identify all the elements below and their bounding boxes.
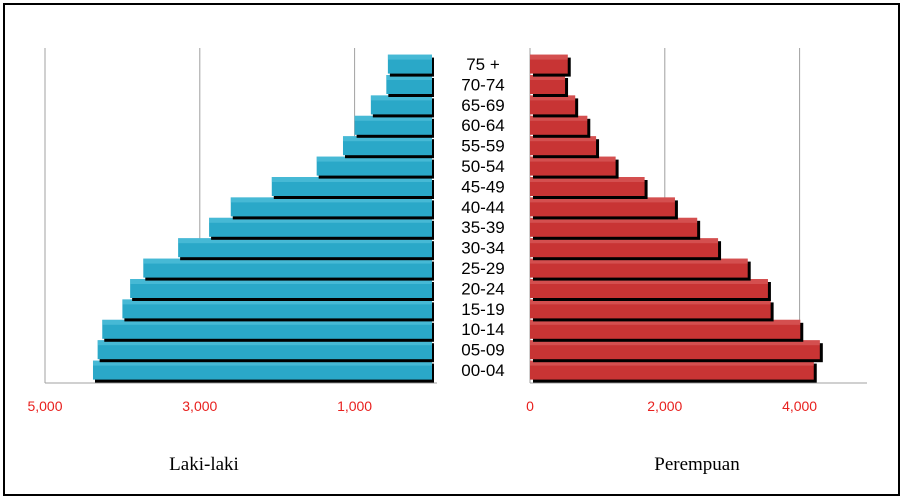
- male-bar-highlight: [102, 319, 432, 325]
- female-bar-highlight: [530, 54, 568, 60]
- age-group-label: 25-29: [461, 259, 504, 278]
- male-bar-highlight: [342, 136, 432, 142]
- age-group-label: 10-14: [461, 320, 504, 339]
- female-bar-highlight: [530, 75, 566, 80]
- left-panel-title: Laki-laki: [169, 454, 239, 475]
- male-bar-highlight: [370, 95, 432, 101]
- age-group-label: 35-39: [461, 218, 504, 237]
- right-bars: [530, 54, 823, 383]
- female-bar-highlight: [530, 319, 801, 325]
- left-tick-label: 3,000: [182, 398, 217, 414]
- age-group-label: 70-74: [461, 75, 504, 94]
- female-bar-highlight: [530, 95, 576, 101]
- age-group-label: 45-49: [461, 177, 504, 196]
- male-bar-highlight: [143, 258, 432, 264]
- male-bar-highlight: [387, 54, 432, 60]
- chart-frame: [3, 3, 900, 496]
- female-bar-highlight: [530, 340, 820, 346]
- male-bar-highlight: [209, 217, 432, 223]
- right-tick-label: 2,000: [647, 398, 682, 414]
- female-bar-highlight: [530, 299, 771, 305]
- left-tick-label: 5,000: [27, 398, 62, 414]
- male-bar-highlight: [354, 115, 432, 121]
- age-group-label: 75 +: [466, 55, 500, 74]
- male-bar-highlight: [130, 279, 432, 284]
- right-tick-labels: 0 2,000 4,000: [526, 398, 817, 414]
- male-bar-highlight: [92, 360, 432, 366]
- age-group-label: 30-34: [461, 239, 504, 258]
- female-bar-highlight: [530, 197, 675, 203]
- male-bar-highlight: [316, 156, 432, 162]
- female-bar-highlight: [530, 258, 748, 264]
- left-bars: [92, 54, 435, 383]
- female-bar-highlight: [530, 360, 814, 366]
- female-bar-highlight: [530, 177, 645, 182]
- male-bar-highlight: [122, 299, 433, 305]
- female-bar-highlight: [530, 136, 597, 142]
- age-group-label: 60-64: [461, 116, 504, 135]
- left-tick-label: 1,000: [337, 398, 372, 414]
- age-group-label: 40-44: [461, 198, 504, 217]
- age-group-label: 00-04: [461, 361, 504, 380]
- male-bar-highlight: [271, 177, 432, 182]
- age-group-label: 20-24: [461, 279, 504, 298]
- age-group-label: 65-69: [461, 96, 504, 115]
- female-bar-highlight: [530, 279, 768, 284]
- female-bar-highlight: [530, 115, 588, 121]
- male-bar-highlight: [386, 75, 432, 80]
- age-group-label: 05-09: [461, 341, 504, 360]
- age-group-label: 55-59: [461, 137, 504, 156]
- age-group-label: 50-54: [461, 157, 504, 176]
- male-bar-highlight: [178, 238, 432, 244]
- female-bar-highlight: [530, 156, 616, 162]
- male-bar-highlight: [230, 197, 432, 203]
- male-bar-highlight: [97, 340, 432, 346]
- female-bar-highlight: [530, 238, 719, 244]
- right-panel-title: Perempuan: [654, 454, 740, 475]
- age-group-label: 15-19: [461, 300, 504, 319]
- left-tick-labels: 5,000 3,000 1,000: [27, 398, 372, 414]
- right-tick-label: 0: [526, 398, 534, 414]
- right-tick-label: 4,000: [782, 398, 817, 414]
- female-bar-highlight: [530, 217, 698, 223]
